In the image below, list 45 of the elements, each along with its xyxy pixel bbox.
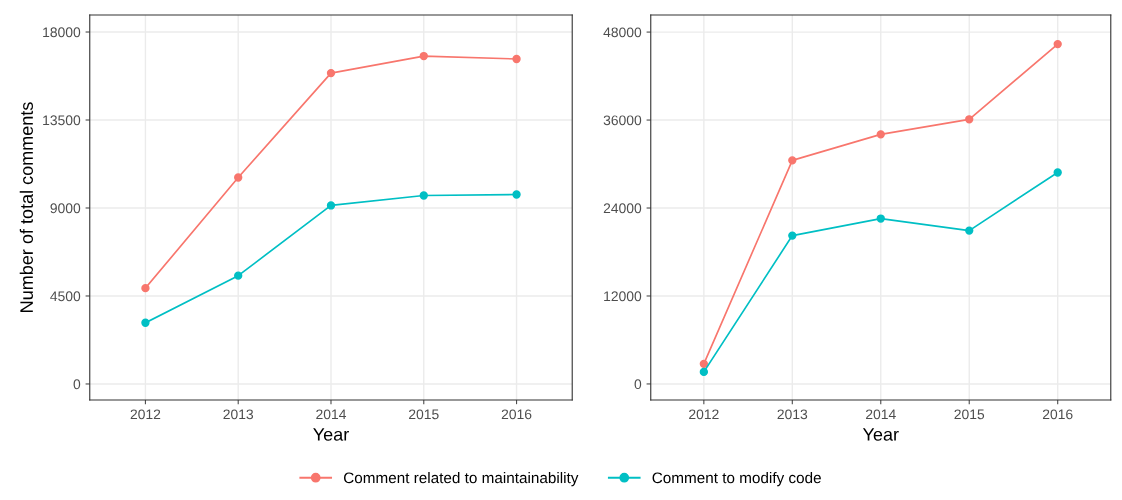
point [419,191,428,200]
point [141,283,150,293]
point [965,226,974,235]
point [788,231,797,240]
x-tick-label: 2015 [954,409,985,420]
point [141,318,150,327]
point [512,190,521,199]
point [326,201,336,210]
x-tick-label: 2014 [316,409,347,420]
point [699,359,709,369]
y-tick-label: 4500 [50,291,81,302]
x-axis-title: Year [313,428,349,441]
legend-label: Comment related to maintainability [343,472,579,487]
legend-label: Comment to modify code [652,472,821,487]
y-tick-label: 9000 [50,203,81,214]
point [234,173,243,182]
point [326,68,336,78]
y-tick-label: 24000 [603,203,642,214]
y-tick-label: 48000 [603,27,642,38]
y-tick-label: 18000 [43,27,81,38]
x-tick-label: 2016 [501,409,532,420]
x-tick-label: 2015 [409,409,439,420]
y-tick-label: 0 [634,379,642,390]
x-tick-label: 2013 [777,409,808,420]
y-tick-label: 36000 [603,115,642,126]
y-tick-label: 13500 [43,115,81,126]
point [1053,168,1062,177]
y-tick-label: 12000 [604,291,642,302]
y-axis-title: Number of total comments [19,102,33,312]
x-axis-title: Year [862,428,899,441]
y-tick-label: 0 [73,379,81,390]
x-tick-label: 2014 [866,409,896,420]
x-tick-label: 2016 [1042,409,1073,420]
point [965,115,974,124]
point [876,130,885,139]
x-tick-label: 2012 [130,409,161,420]
point [1053,39,1062,49]
x-tick-label: 2012 [689,409,719,420]
point [234,271,243,280]
point [876,214,885,223]
x-tick-label: 2013 [223,409,254,420]
point [419,51,428,61]
point [512,54,521,64]
point [788,156,797,165]
point [699,367,709,377]
